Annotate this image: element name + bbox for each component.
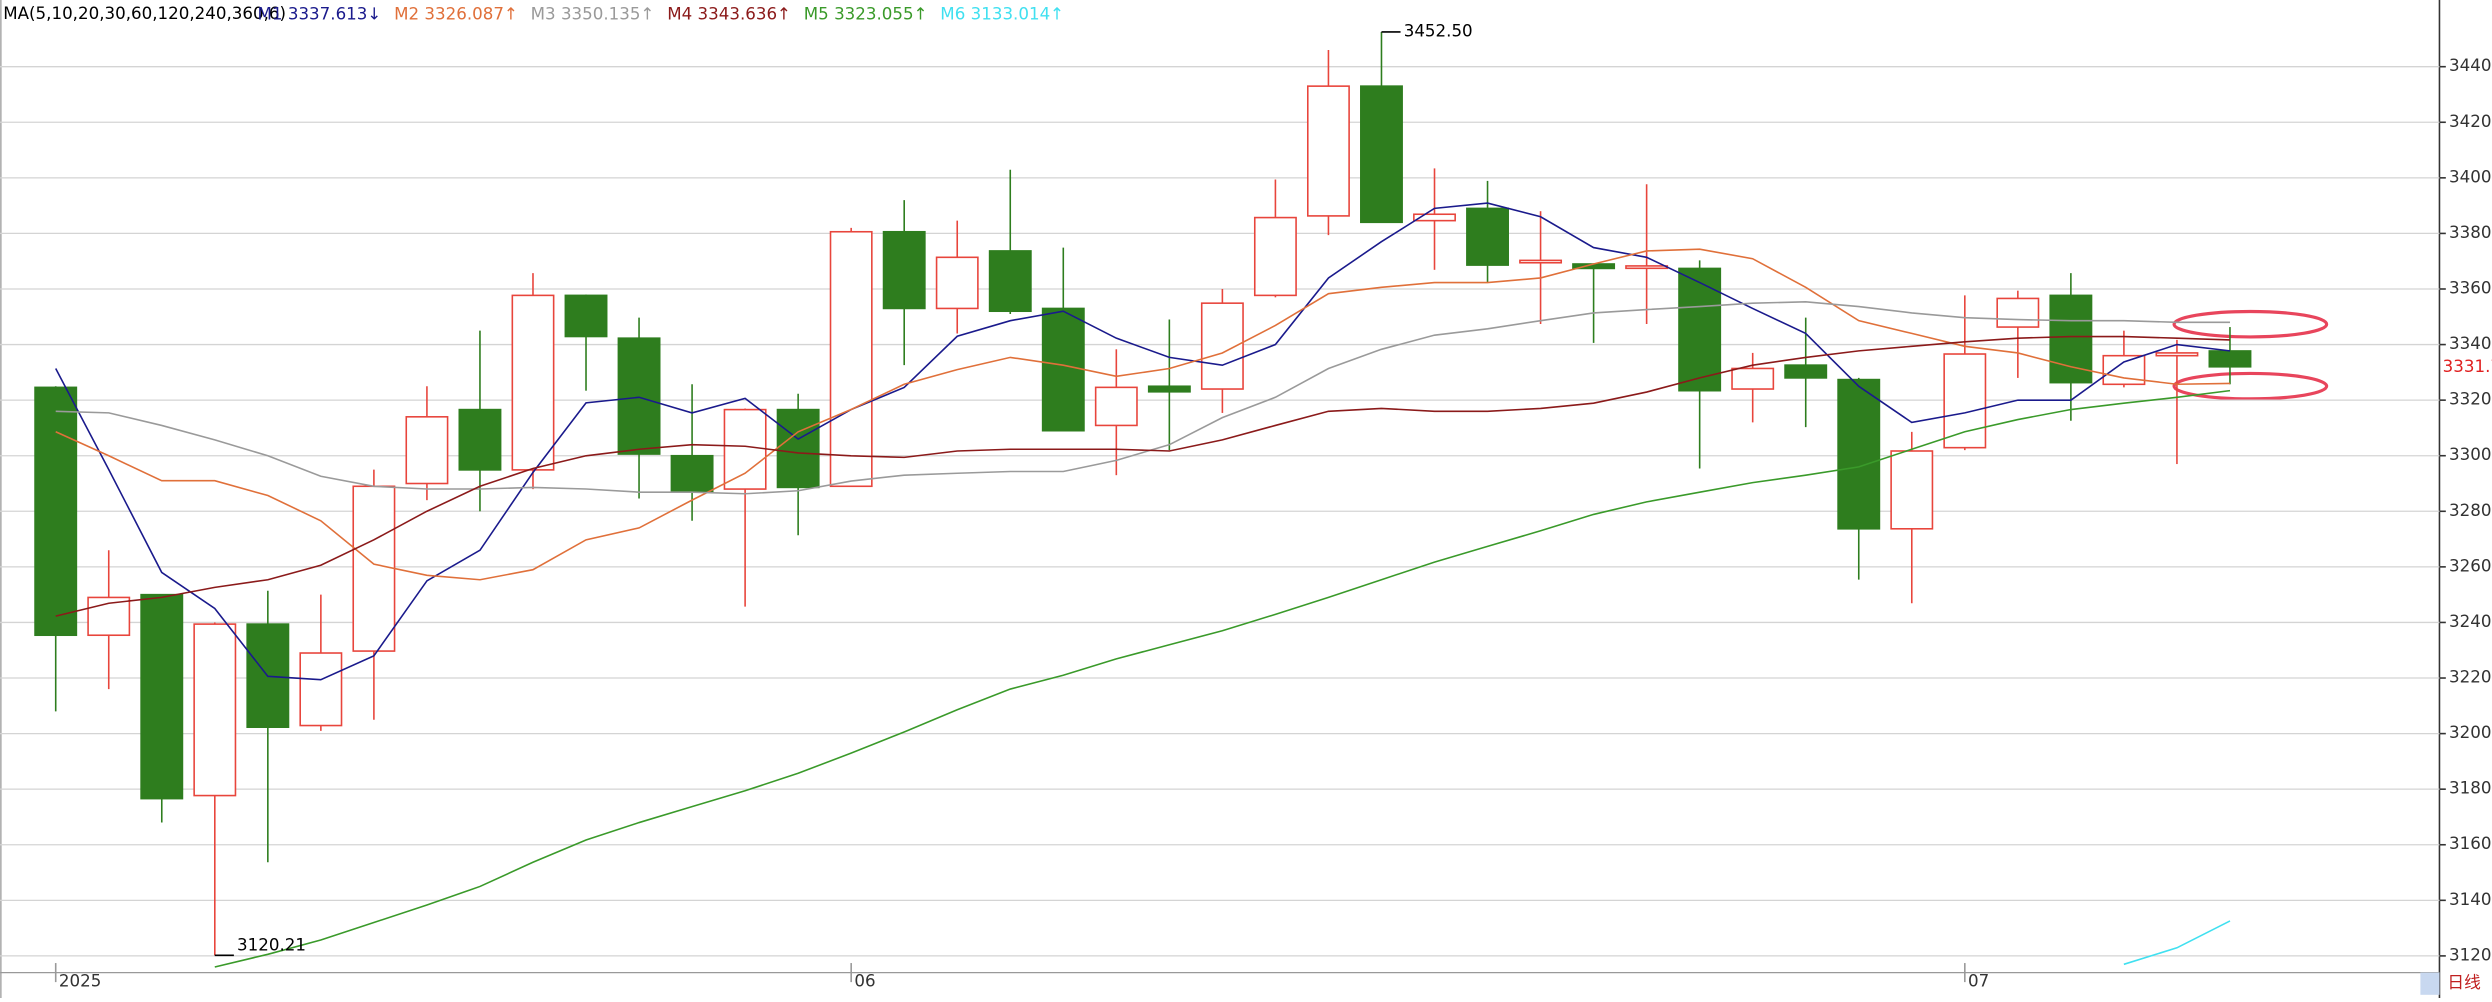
ma-line [55, 300, 2231, 495]
candle-body [670, 454, 714, 493]
highlight-ellipse [2172, 371, 2329, 401]
y-tick-label: 3360.0 [2449, 278, 2492, 297]
y-tick-label: 3420.0 [2449, 112, 2492, 131]
legend: MA(5,10,20,30,60,120,240,360,6) M1 3337.… [3, 4, 1064, 23]
candle-body [564, 294, 608, 338]
legend-name: M3 [531, 4, 556, 23]
legend-value: 3343.636↑ [698, 4, 792, 23]
candle-body [140, 593, 184, 800]
candle-body [1466, 207, 1509, 266]
candle-body [723, 408, 767, 490]
indicator-title: MA(5,10,20,30,60,120,240,360,6) [3, 4, 286, 23]
candle-body [1625, 265, 1669, 270]
candle-body [1784, 364, 1828, 379]
candle-body [1306, 85, 1350, 217]
candle-body [511, 294, 555, 471]
legend-value: 3323.055↑ [834, 4, 928, 23]
ma-lines [55, 202, 2231, 968]
legend-name: M1 [258, 4, 283, 23]
candle-body [617, 337, 661, 455]
ma-line [55, 248, 2231, 581]
candle-body [34, 386, 78, 637]
highlight-ellipse [2172, 309, 2329, 339]
candle-body [882, 230, 926, 310]
legend-value: 3133.014↑ [971, 4, 1065, 23]
candle-body [1996, 297, 2040, 328]
x-tick-label: 07 [1968, 972, 1989, 991]
legend-name: M6 [940, 4, 965, 23]
candle-body [829, 230, 873, 488]
y-tick-label: 3120.0 [2449, 945, 2492, 964]
candle-body [935, 256, 979, 310]
ma-line [214, 389, 2231, 968]
candle-body [2208, 350, 2252, 368]
y-tick-label: 3440.0 [2449, 56, 2492, 75]
y-tick-label: 3280.0 [2449, 501, 2492, 520]
ma-line [55, 202, 2231, 681]
candle-body [2049, 294, 2093, 384]
legend-entry: M6 3133.014↑ [940, 4, 1064, 23]
candle-body [1731, 367, 1775, 390]
y-tick-label: 3200.0 [2449, 723, 2492, 742]
candle-body [299, 652, 343, 727]
legend-entry: M1 3337.613↓ [258, 4, 382, 23]
candle-body [776, 408, 820, 489]
legend-name: M4 [667, 4, 692, 23]
ma-line [2123, 920, 2231, 966]
candle-body [458, 408, 502, 471]
candle-body [1094, 386, 1138, 427]
scroll-handle[interactable] [2420, 972, 2440, 995]
legend-name: M2 [394, 4, 419, 23]
candle-body [352, 485, 396, 652]
y-tick-label: 3140.0 [2449, 890, 2492, 909]
candle-body [988, 250, 1032, 313]
candle-body [1360, 85, 1403, 224]
y-tick-label: 3340.0 [2449, 334, 2492, 353]
candle-body [1253, 216, 1297, 297]
legend-entry: M2 3326.087↑ [394, 4, 518, 23]
legend-value: 3337.613↓ [288, 4, 382, 23]
y-tick-label: 3400.0 [2449, 167, 2492, 186]
candle-body [1041, 307, 1085, 432]
ma-line [55, 335, 2231, 617]
candle-body [405, 416, 449, 485]
y-tick-label: 3220.0 [2449, 668, 2492, 687]
x-tick-label: 06 [854, 972, 875, 991]
last-price-label: 3331.7 [2443, 357, 2492, 376]
candle-body [1890, 450, 1934, 530]
y-tick-label: 3300.0 [2449, 445, 2492, 464]
candle-body [1678, 267, 1722, 392]
candle-body [1147, 385, 1191, 393]
x-tick-label: 2025 [59, 972, 101, 991]
candle-body [1519, 259, 1563, 264]
y-tick-label: 3380.0 [2449, 223, 2492, 242]
candle-body [1837, 378, 1881, 530]
candle-body [193, 623, 237, 797]
legend-value: 3326.087↑ [424, 4, 518, 23]
legend-value: 3350.135↑ [561, 4, 655, 23]
max-label: 3452.50 [1404, 21, 1473, 40]
y-tick-label: 3320.0 [2449, 390, 2492, 409]
y-tick-label: 3180.0 [2449, 779, 2492, 798]
y-tick-label: 3160.0 [2449, 834, 2492, 853]
legend-entry: M5 3323.055↑ [804, 4, 928, 23]
candle-body [1413, 213, 1456, 222]
y-tick-label: 3240.0 [2449, 612, 2492, 631]
legend-entry: M3 3350.135↑ [531, 4, 655, 23]
y-tick-label: 3260.0 [2449, 556, 2492, 575]
legend-entry: M4 3343.636↑ [667, 4, 791, 23]
candle-body [1943, 353, 1987, 449]
min-label: 3120.21 [237, 935, 306, 954]
candle-body [2155, 352, 2199, 357]
legend-name: M5 [804, 4, 829, 23]
period-label: 日线 [2447, 973, 2481, 992]
